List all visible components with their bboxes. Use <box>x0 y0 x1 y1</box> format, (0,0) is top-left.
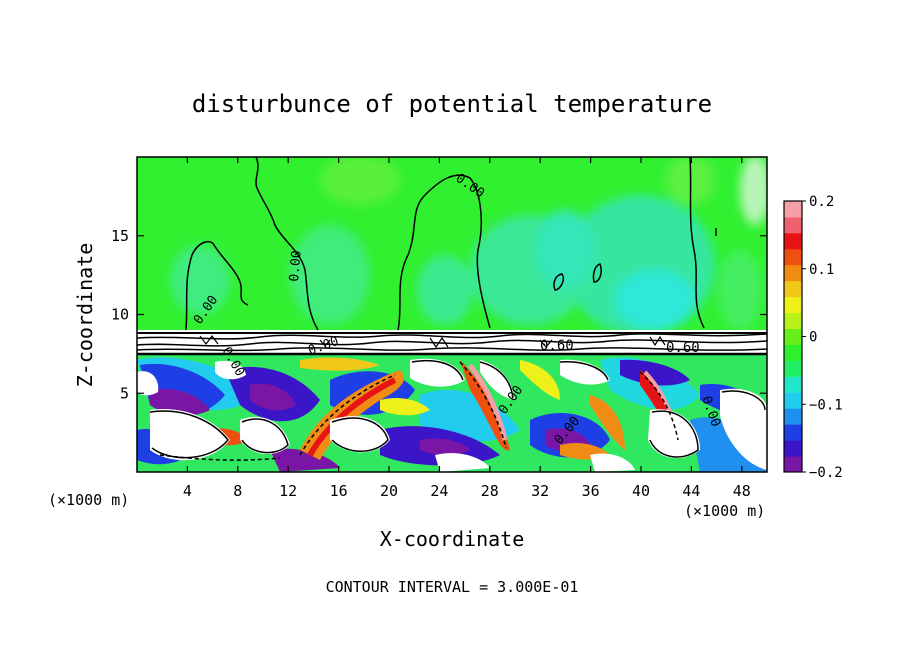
colorbar <box>783 200 803 473</box>
colorbar-tick-label: 0.2 <box>809 194 834 210</box>
contour-label: 0.60 <box>666 340 700 356</box>
x-tick-label: 48 <box>733 482 751 500</box>
x-tick-label: 20 <box>380 482 398 500</box>
x-unit-label-bottom: (×1000 m) <box>684 502 765 520</box>
upper-layer-shading <box>170 157 767 335</box>
colorbar-swatch <box>784 328 802 345</box>
x-tick-label: 40 <box>632 482 650 500</box>
contour-label: 0.60 <box>540 338 574 354</box>
x-tick-label: 36 <box>582 482 600 500</box>
colorbar-swatch <box>784 201 802 218</box>
x-tick-label: 32 <box>531 482 549 500</box>
colorbar-swatch <box>784 280 802 298</box>
plot-area <box>137 157 767 472</box>
y-tick-label: 10 <box>111 306 129 324</box>
y-tick-label: 5 <box>120 384 129 402</box>
colorbar-swatch <box>784 264 802 282</box>
colorbar-swatch <box>784 312 802 330</box>
x-tick-label: 12 <box>279 482 297 500</box>
contour-interval-note: CONTOUR INTERVAL = 3.000E-01 <box>326 578 579 596</box>
x-tick-label: 4 <box>183 482 192 500</box>
chart-title: disturbunce of potential temperature <box>192 90 712 118</box>
y-tick-label: 15 <box>111 227 129 245</box>
x-tick-label: 24 <box>430 482 448 500</box>
x-tick-label: 8 <box>233 482 242 500</box>
x-axis-label: X-coordinate <box>380 527 525 551</box>
colorbar-tick-label: 0.1 <box>809 262 834 278</box>
colorbar-swatch <box>784 360 802 377</box>
colorbar-swatch <box>784 248 802 266</box>
colorbar-swatch <box>784 440 802 457</box>
x-tick-label: 28 <box>481 482 499 500</box>
colorbar-swatch <box>784 408 802 425</box>
colorbar-ticks: 0.2 0.1 0 −0.1 −0.2 <box>802 194 843 481</box>
colorbar-swatch <box>784 232 802 250</box>
interface-band <box>137 330 767 356</box>
lower-layer-structures <box>137 357 767 472</box>
x-tick-label: 44 <box>682 482 700 500</box>
x-unit-label: (×1000 m) <box>48 491 129 509</box>
colorbar-swatch <box>784 296 802 314</box>
y-axis: 5 10 15 <box>111 227 767 402</box>
x-axis: 4 8 12 16 20 24 28 32 36 40 44 48 <box>183 157 751 500</box>
colorbar-swatch <box>784 424 802 441</box>
colorbar-swatch <box>784 344 802 361</box>
colorbar-swatch <box>784 216 802 234</box>
y-axis-label: Z-coordinate <box>73 243 97 388</box>
x-tick-label: 16 <box>330 482 348 500</box>
colorbar-swatch <box>784 456 802 473</box>
colorbar-tick-label: −0.1 <box>809 397 843 413</box>
colorbar-tick-label: −0.2 <box>809 465 843 481</box>
contour-lines <box>149 157 766 461</box>
contour-label: 0.00 <box>287 250 305 283</box>
colorbar-tick-label: 0 <box>809 330 817 346</box>
colorbar-swatch <box>784 392 802 409</box>
colorbar-swatch <box>784 376 802 393</box>
